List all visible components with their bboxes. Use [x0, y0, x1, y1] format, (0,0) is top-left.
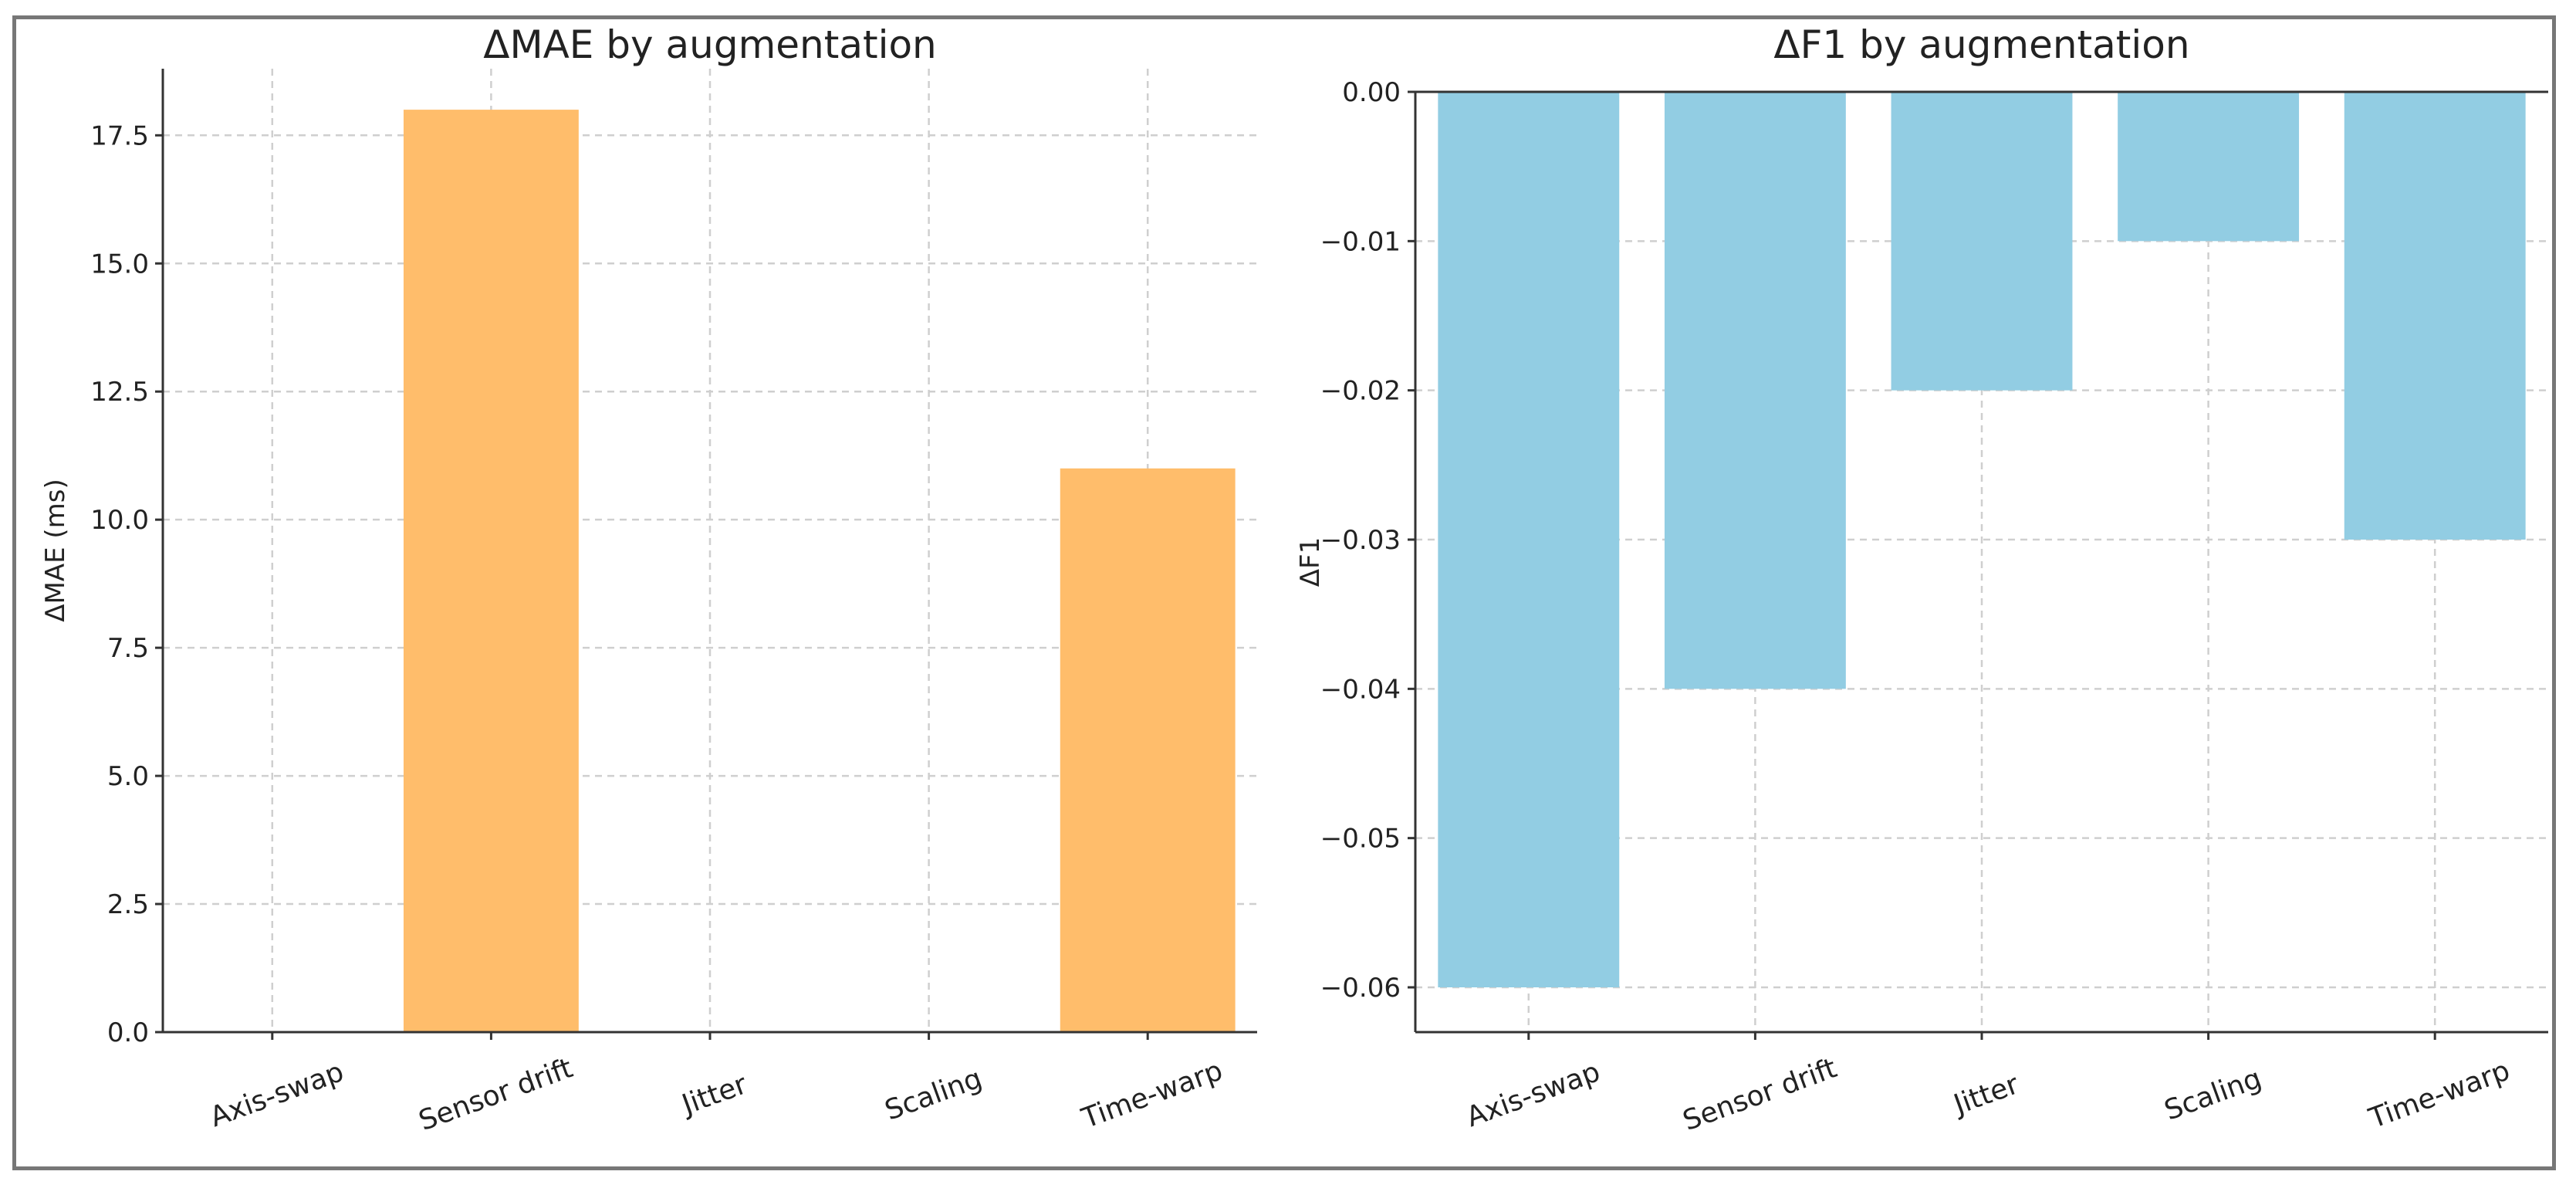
f1-bar-scaling: [2118, 92, 2300, 242]
f1-ytick-label: −0.06: [1320, 973, 1401, 1004]
mae-xtick-label: Sensor drift: [414, 1052, 576, 1137]
mae-y-axis-label: ΔMAE (ms): [40, 479, 71, 622]
mae-chart-title: ΔMAE by augmentation: [483, 22, 937, 67]
f1-ytick-label: −0.05: [1320, 824, 1401, 855]
f1-ytick-label: −0.01: [1320, 226, 1401, 257]
f1-ytick-label: −0.03: [1320, 525, 1401, 556]
mae-chart: 0.0 2.5 5.0 7.5 10.0 12.5 15.0 17.5 Axis-swap Sen…: [40, 22, 1257, 1137]
chart-canvas: 0.0 2.5 5.0 7.5 10.0 12.5 15.0 17.5 Axis-swap Sen…: [40, 22, 2548, 1137]
f1-y-axis-label: ΔF1: [1295, 537, 1326, 587]
f1-xtick-label: Scaling: [2160, 1063, 2266, 1127]
mae-ytick-label: 5.0: [107, 761, 149, 792]
f1-xtick-label: Axis-swap: [1462, 1056, 1604, 1133]
mae-xtick-label: Axis-swap: [206, 1056, 348, 1133]
f1-bar-axis-swap: [1438, 92, 1620, 987]
mae-ytick-label: 2.5: [107, 889, 149, 920]
f1-xtick-label: Jitter: [1949, 1068, 2023, 1122]
f1-bar-time-warp: [2344, 92, 2526, 540]
f1-chart: 0.00 −0.01 −0.02 −0.03 −0.04 −0.05 −0.06 Axis-s…: [1295, 22, 2548, 1137]
f1-ytick-label: −0.02: [1320, 376, 1401, 407]
f1-ytick-label: −0.04: [1320, 674, 1401, 705]
figure-frame: 0.0 2.5 5.0 7.5 10.0 12.5 15.0 17.5 Axis-swap Sen…: [12, 15, 2556, 1170]
mae-bar-time-warp: [1060, 468, 1236, 1032]
f1-chart-title: ΔF1 by augmentation: [1773, 22, 2189, 67]
mae-bar-sensor-drift: [403, 110, 579, 1032]
mae-xtick-label: Time-warp: [1077, 1055, 1227, 1135]
mae-ytick-label: 15.0: [90, 249, 149, 279]
mae-xtick-label: Jitter: [677, 1068, 752, 1122]
f1-bar-jitter: [1891, 92, 2073, 391]
f1-bar-sensor-drift: [1664, 92, 1846, 689]
f1-xtick-label: Sensor drift: [1678, 1052, 1841, 1137]
mae-ytick-label: 0.0: [107, 1017, 149, 1048]
mae-ytick-label: 7.5: [107, 633, 149, 664]
mae-xtick-label: Scaling: [881, 1063, 986, 1127]
f1-xtick-label: Time-warp: [2365, 1055, 2514, 1135]
f1-ytick-label: 0.00: [1342, 77, 1401, 108]
mae-ytick-label: 17.5: [90, 120, 149, 151]
mae-ytick-label: 10.0: [90, 505, 149, 536]
mae-ytick-label: 12.5: [90, 377, 149, 408]
